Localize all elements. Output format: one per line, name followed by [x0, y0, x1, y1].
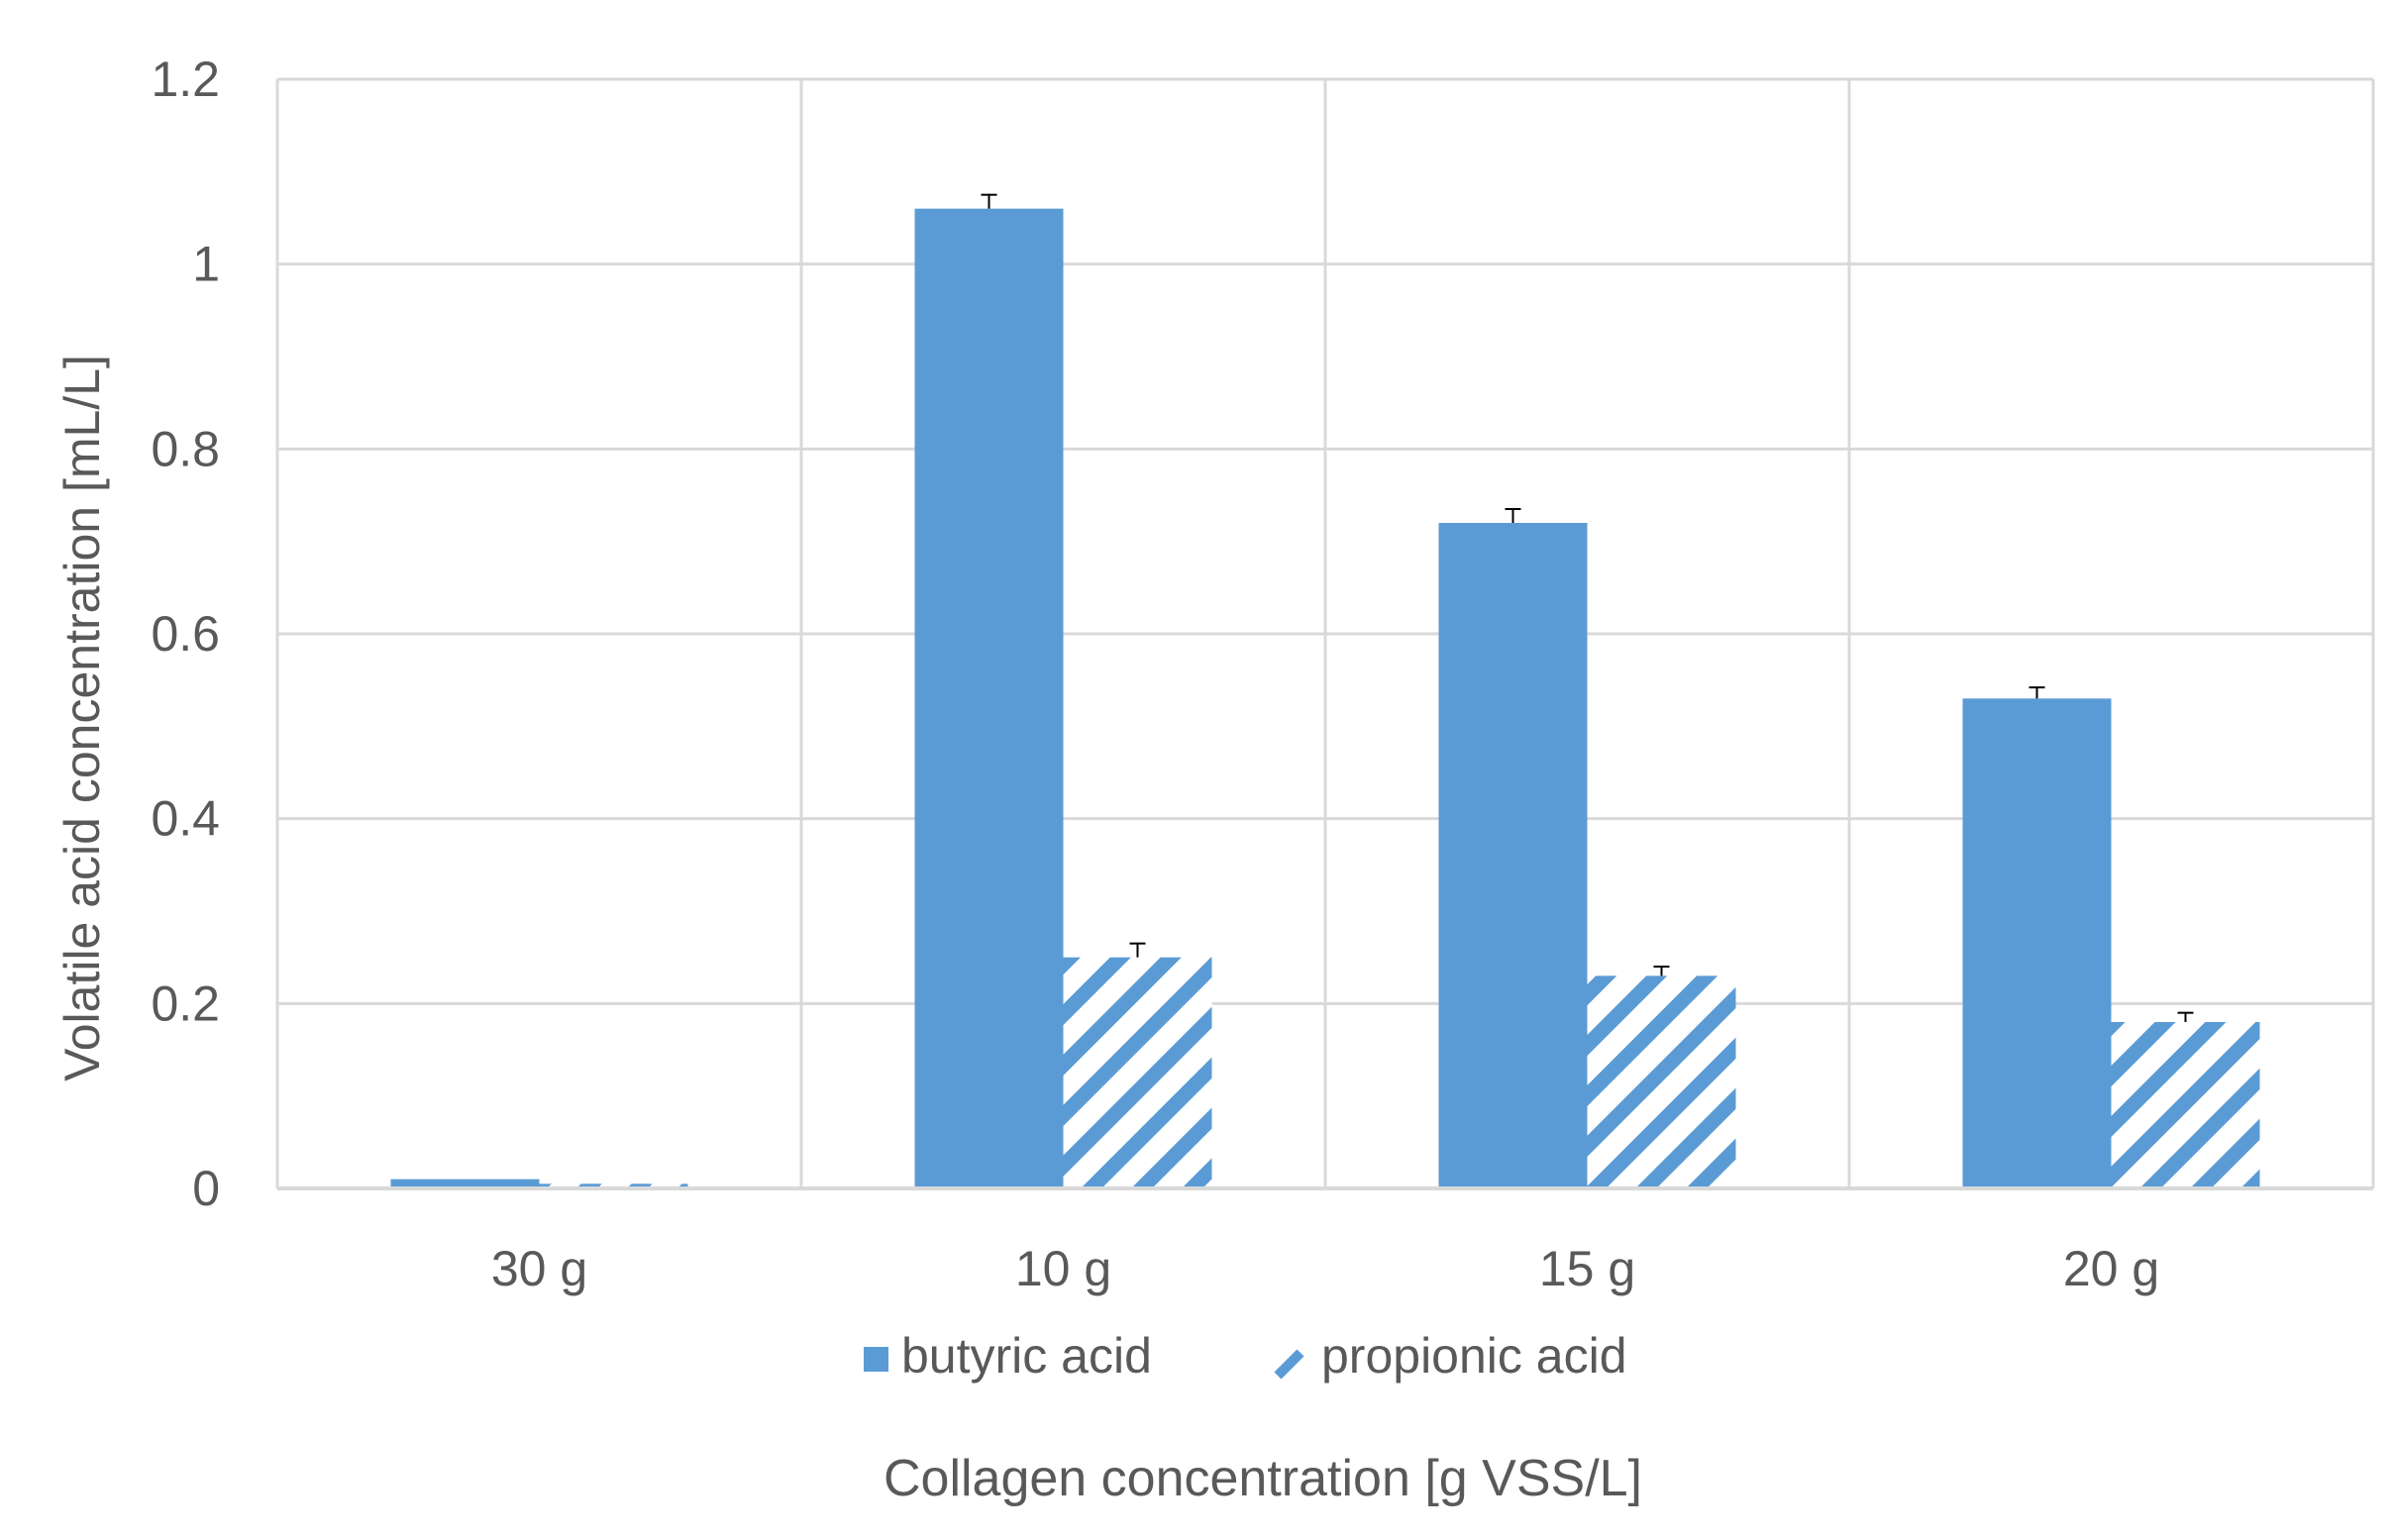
y-axis-label: Volatile acid concentration [mL/L]	[54, 355, 110, 1081]
y-tick-label: 1	[192, 237, 220, 292]
x-tick-label: 10 g	[1015, 1241, 1111, 1296]
axes: 0 0.2 0.4 0.6 0.8 1 1.2 30 g 10 g 15 g 20 g	[151, 51, 2373, 1296]
legend-swatch-propionic	[1274, 1349, 1304, 1380]
x-tick-label: 30 g	[491, 1241, 587, 1296]
y-tick-label: 1.2	[151, 51, 220, 107]
gridlines	[275, 77, 2375, 1188]
x-tick-label: 15 g	[1539, 1241, 1635, 1296]
y-tick-label: 0	[192, 1161, 220, 1216]
bar-propionic-2	[1587, 975, 1736, 1188]
y-tick-label: 0.8	[151, 421, 220, 476]
bar-propionic-1	[1063, 957, 1212, 1188]
bar-butyric-1	[914, 208, 1064, 1188]
bar-butyric-3	[1962, 698, 2112, 1188]
bar-propionic-0	[539, 1183, 688, 1188]
x-tick-label: 20 g	[2063, 1241, 2159, 1296]
y-tick-label: 0.4	[151, 791, 220, 847]
bars	[390, 193, 2260, 1188]
legend-label-propionic: propionic acid	[1321, 1328, 1627, 1384]
bar-butyric-0	[390, 1179, 540, 1188]
x-axis-label: Collagen concentration [g VSS/L]	[884, 1450, 1642, 1507]
legend: butyric acid propionic acid	[864, 1328, 1627, 1384]
y-tick-label: 0.2	[151, 975, 220, 1031]
bar-propionic-3	[2111, 1022, 2260, 1188]
y-tick-label: 0.6	[151, 606, 220, 662]
bar-butyric-2	[1438, 523, 1588, 1188]
legend-label-butyric: butyric acid	[901, 1328, 1152, 1384]
legend-swatch-butyric	[864, 1347, 888, 1372]
